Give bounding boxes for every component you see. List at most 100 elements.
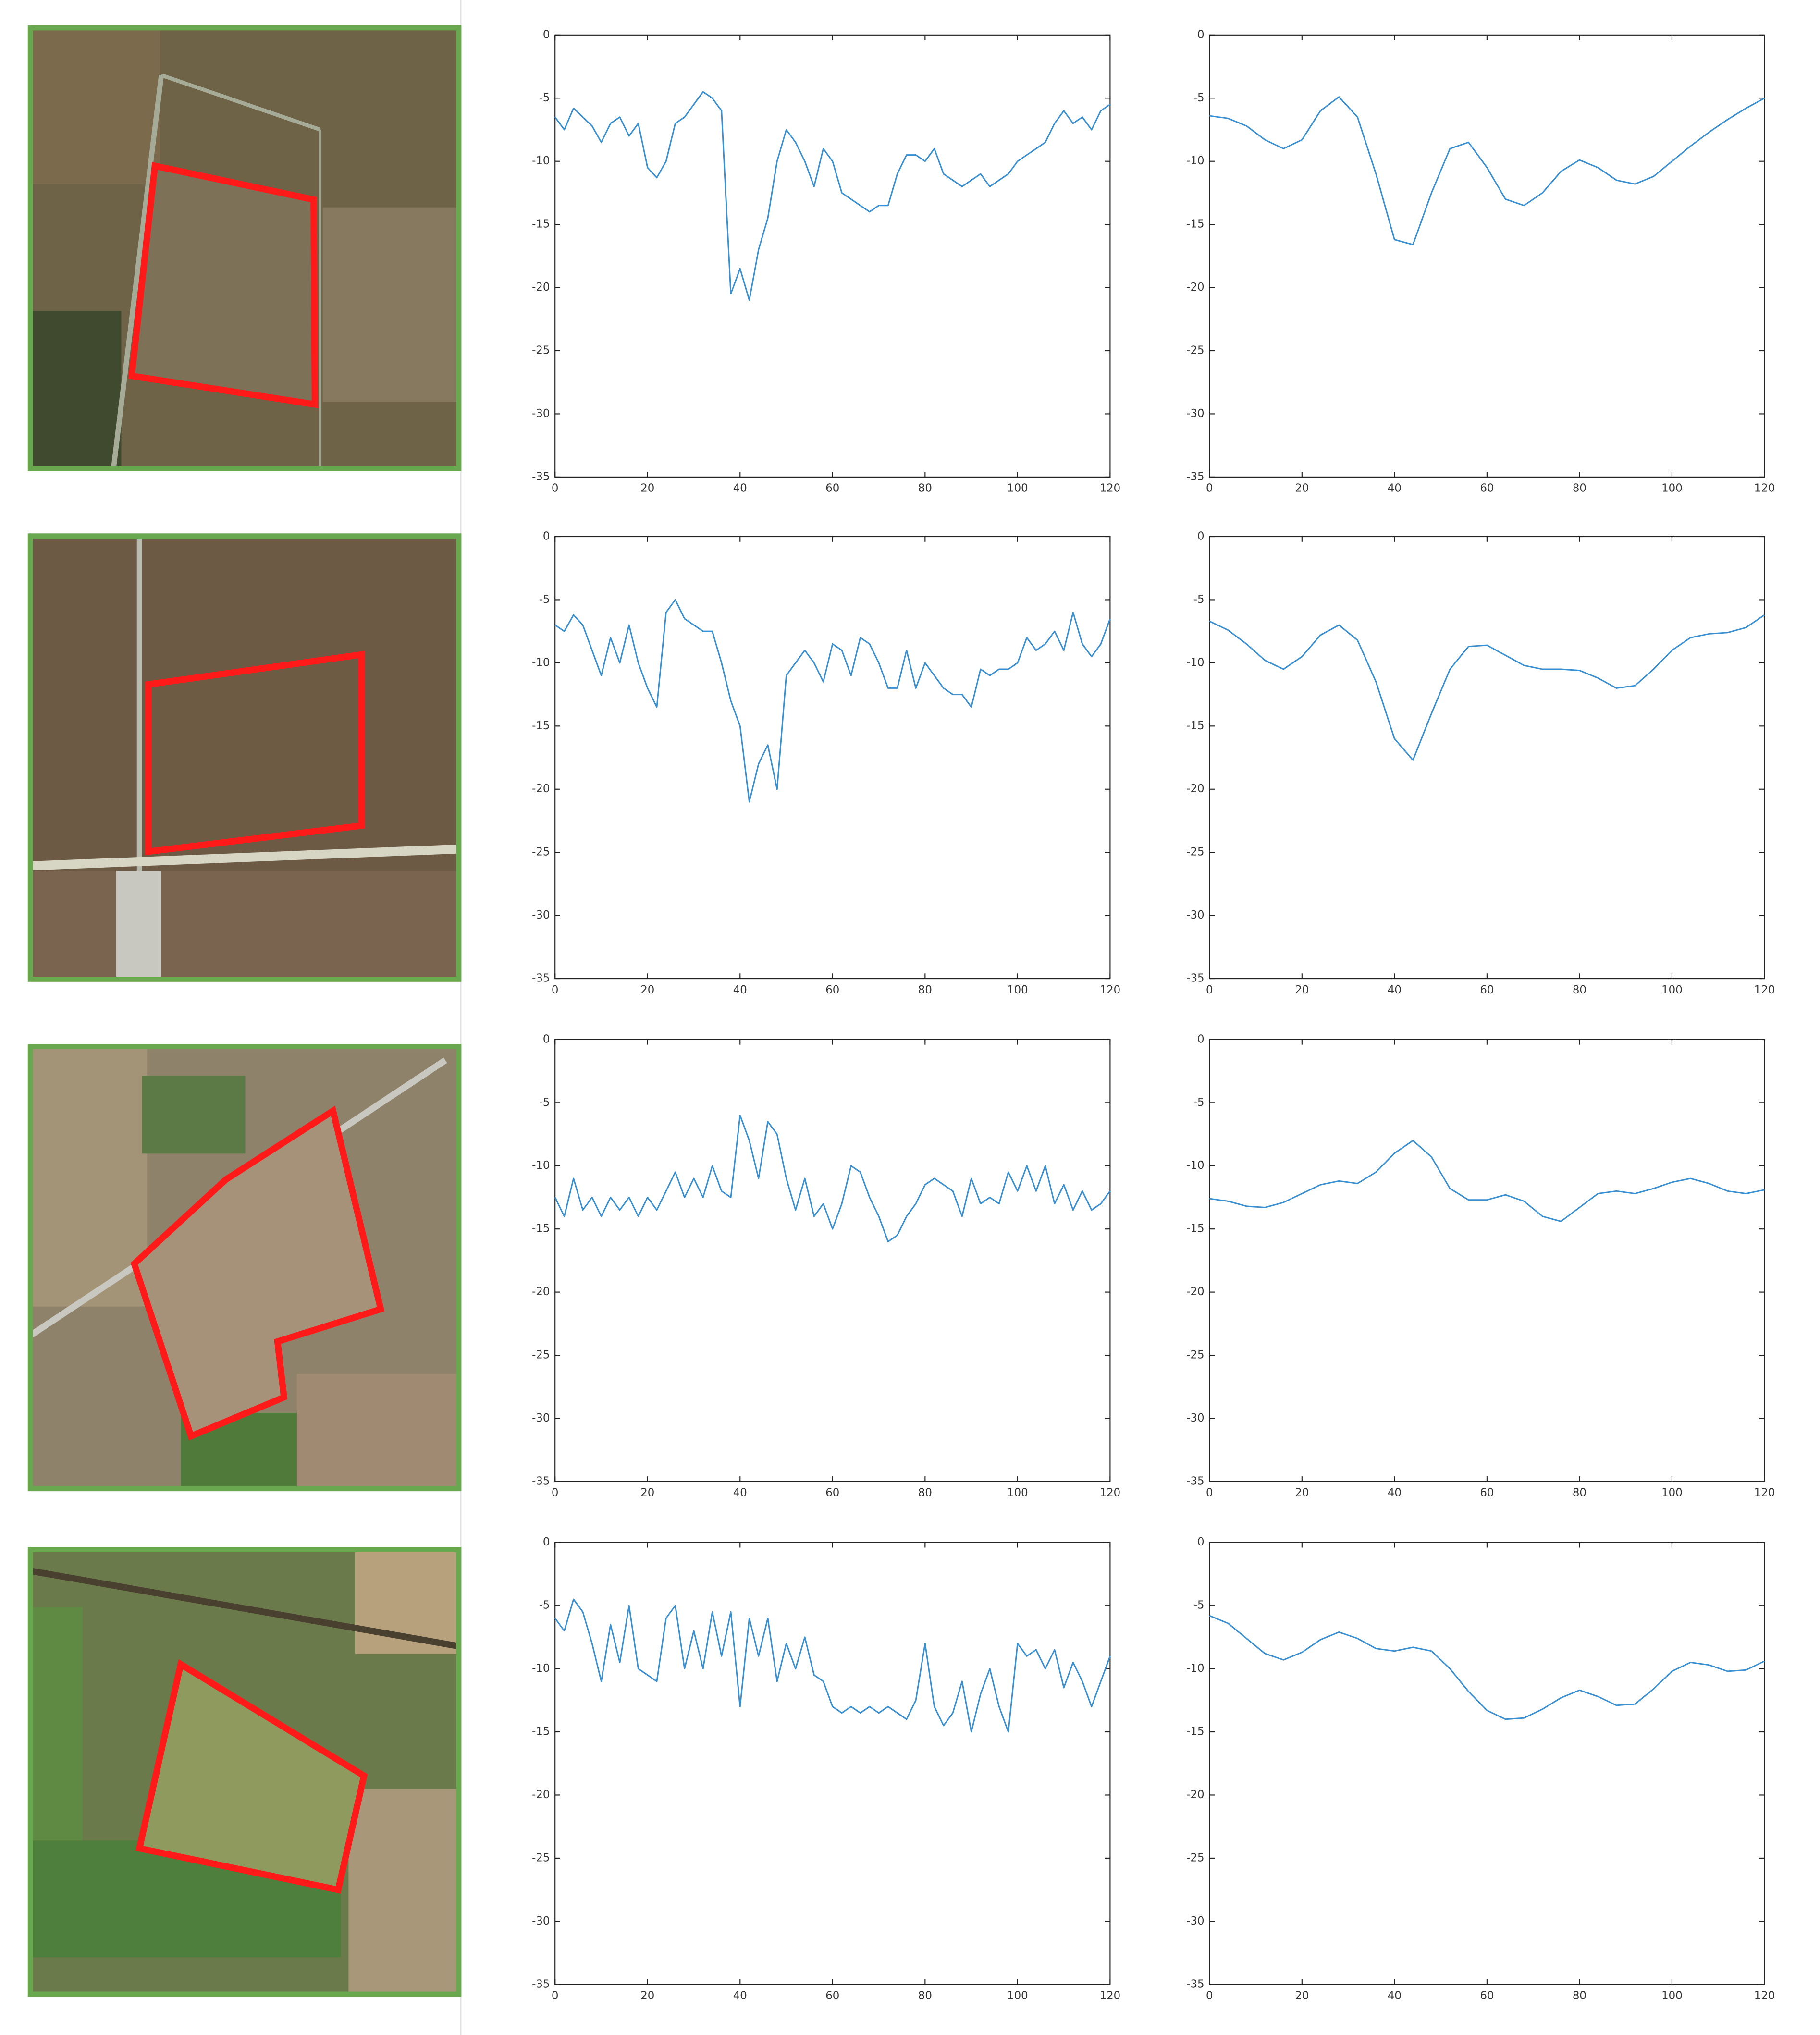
y-tick-label: -25	[532, 344, 550, 356]
x-tick-label: 120	[1100, 1487, 1121, 1499]
x-tick-label: 20	[1295, 1487, 1309, 1499]
y-tick-label: -10	[532, 1662, 550, 1675]
y-tick-label: -10	[1186, 656, 1204, 669]
x-tick-label: 120	[1100, 1990, 1121, 2002]
field-outline	[145, 650, 365, 856]
x-tick-label: 120	[1754, 1990, 1775, 2002]
x-tick-label: 0	[552, 1487, 559, 1499]
y-tick-label: -5	[539, 1599, 550, 1612]
field-outline	[130, 1105, 385, 1441]
y-tick-label: -5	[1193, 92, 1205, 104]
plot-frame	[1209, 34, 1765, 478]
x-tick-label: 0	[1206, 1487, 1213, 1499]
y-tick-label: -25	[1186, 1349, 1204, 1361]
y-tick-label: -10	[532, 155, 550, 167]
plot-frame	[554, 1542, 1111, 1985]
field	[348, 1789, 458, 1994]
y-tick-label: -35	[532, 972, 550, 985]
field	[31, 1047, 148, 1307]
buildings	[116, 871, 161, 979]
y-tick-label: 0	[1197, 1033, 1205, 1045]
x-tick-label: 60	[825, 1990, 839, 2002]
data-line	[554, 1598, 1111, 1733]
image-border	[27, 1044, 462, 1492]
y-tick-label: -25	[1186, 846, 1204, 858]
x-tick-label: 120	[1754, 984, 1775, 996]
y-tick-label: -15	[532, 1726, 550, 1738]
x-tick-label: 60	[825, 984, 839, 996]
y-tick-label: -20	[1186, 783, 1204, 795]
y-tick-label: -20	[532, 1286, 550, 1298]
x-tick-label: 80	[1573, 1990, 1586, 2002]
y-tick-label: -25	[1186, 1851, 1204, 1864]
y-tick-label: -5	[1193, 593, 1205, 606]
x-tick-label: 80	[1573, 1487, 1586, 1499]
x-tick-label: 40	[1388, 1990, 1402, 2002]
x-tick-label: 100	[1661, 1487, 1683, 1499]
y-tick-label: -10	[1186, 1662, 1204, 1675]
data-line	[1209, 614, 1765, 761]
data-line	[1209, 1140, 1765, 1222]
y-tick-label: -25	[532, 1851, 550, 1864]
field	[31, 28, 160, 184]
x-tick-label: 20	[1295, 1990, 1309, 2002]
y-tick-label: -20	[532, 783, 550, 795]
field	[322, 207, 458, 402]
y-tick-label: 0	[1197, 28, 1205, 41]
road	[111, 74, 164, 468]
field	[142, 1076, 246, 1154]
y-tick-label: -10	[1186, 155, 1204, 167]
data-line	[554, 1115, 1111, 1242]
data-line	[1209, 96, 1765, 245]
y-tick-label: -30	[1186, 407, 1204, 420]
y-tick-label: 0	[1197, 530, 1205, 542]
plot-frame	[1209, 1039, 1765, 1482]
satellite-image	[27, 1547, 462, 1997]
field	[31, 871, 458, 979]
x-tick-label: 0	[1206, 1990, 1213, 2002]
x-tick-label: 0	[1206, 482, 1213, 495]
satellite-image	[27, 533, 462, 982]
y-tick-label: -10	[1186, 1159, 1204, 1172]
y-tick-label: -15	[532, 720, 550, 732]
y-tick-label: 0	[543, 1536, 550, 1548]
y-tick-label: -35	[532, 470, 550, 483]
y-tick-label: -15	[1186, 720, 1204, 732]
y-tick-label: -15	[532, 1223, 550, 1235]
y-tick-label: -15	[1186, 218, 1204, 231]
x-tick-label: 120	[1100, 482, 1121, 495]
y-tick-label: -10	[532, 1159, 550, 1172]
y-tick-label: -30	[532, 407, 550, 420]
x-tick-label: 40	[733, 1487, 747, 1499]
y-tick-label: -35	[1186, 470, 1204, 483]
y-tick-label: -10	[532, 656, 550, 669]
x-tick-label: 20	[640, 1990, 654, 2002]
x-tick-label: 100	[1661, 1990, 1683, 2002]
data-line	[554, 599, 1111, 803]
x-tick-label: 20	[640, 1487, 654, 1499]
x-tick-label: 20	[1295, 482, 1309, 495]
field-outline	[128, 162, 319, 408]
x-tick-label: 80	[918, 1487, 932, 1499]
y-tick-label: 0	[543, 530, 550, 542]
x-tick-label: 80	[918, 482, 932, 495]
x-tick-label: 120	[1754, 482, 1775, 495]
image-border	[27, 533, 462, 982]
x-tick-label: 120	[1100, 984, 1121, 996]
y-tick-label: -15	[532, 218, 550, 231]
satellite-image	[27, 25, 462, 471]
x-tick-label: 20	[640, 984, 654, 996]
y-tick-label: 0	[1197, 1536, 1205, 1548]
y-tick-label: -30	[532, 1915, 550, 1927]
x-tick-label: 100	[1661, 984, 1683, 996]
y-tick-label: -25	[532, 1349, 550, 1361]
x-tick-label: 60	[825, 1487, 839, 1499]
x-tick-label: 100	[1007, 482, 1028, 495]
field	[296, 1373, 458, 1488]
y-tick-label: 0	[543, 1033, 550, 1045]
x-tick-label: 60	[1480, 1487, 1494, 1499]
road	[160, 73, 321, 132]
x-tick-label: 40	[733, 482, 747, 495]
